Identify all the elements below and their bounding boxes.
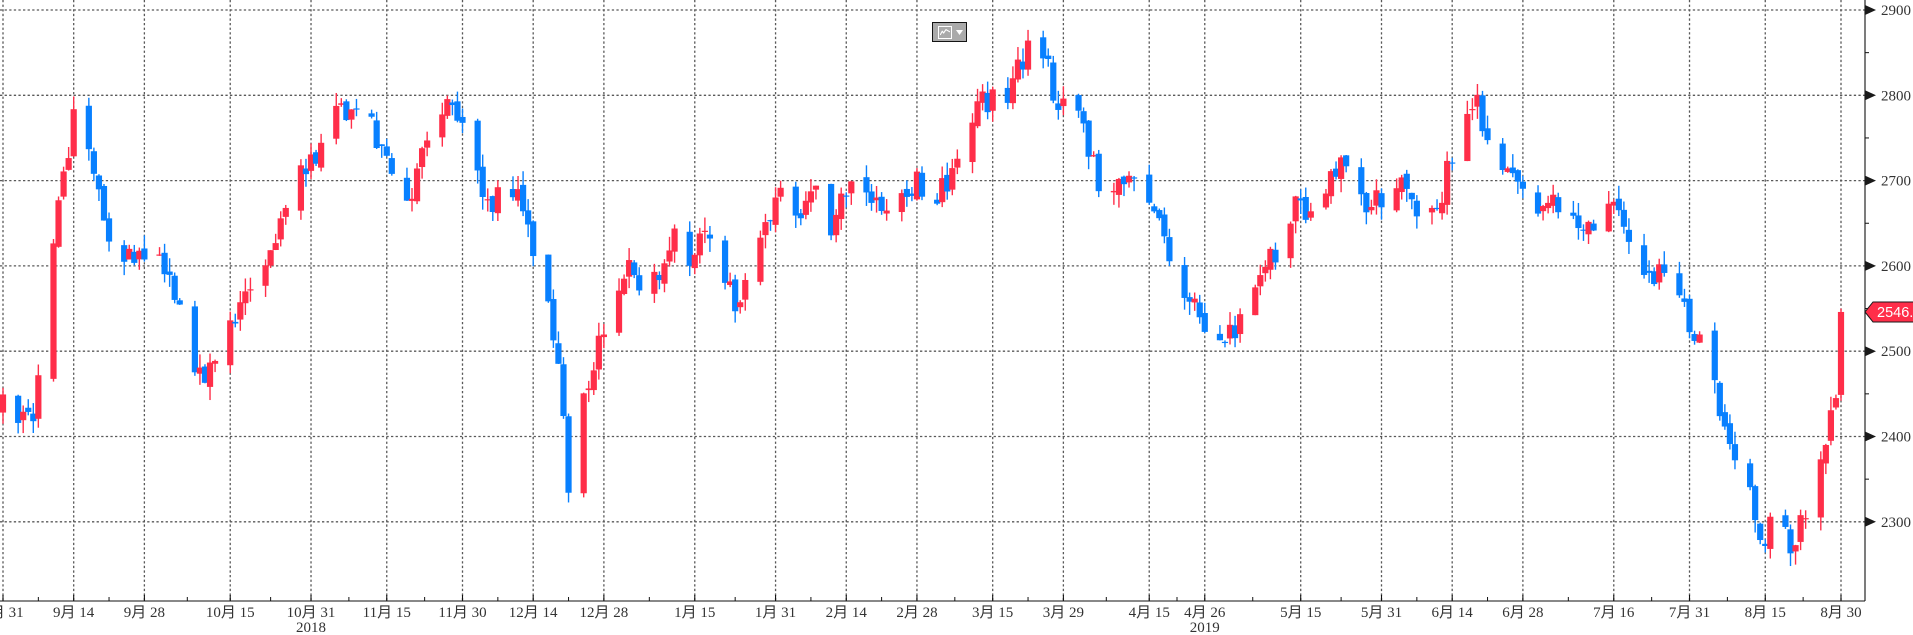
svg-text:2800: 2800: [1881, 88, 1911, 104]
svg-text:2019: 2019: [1190, 620, 1220, 635]
svg-text:5月 31: 5月 31: [1361, 605, 1402, 621]
svg-text:2900: 2900: [1881, 3, 1911, 19]
svg-text:8月 31: 8月 31: [0, 605, 24, 621]
svg-text:7月 16: 7月 16: [1593, 605, 1635, 621]
svg-text:4月 15: 4月 15: [1129, 605, 1170, 621]
svg-text:7月 31: 7月 31: [1669, 605, 1710, 621]
svg-text:2700: 2700: [1881, 174, 1911, 190]
svg-text:2月 14: 2月 14: [826, 605, 868, 621]
svg-text:8月 30: 8月 30: [1820, 605, 1861, 621]
svg-text:11月 15: 11月 15: [363, 605, 411, 621]
svg-text:9月 28: 9月 28: [124, 605, 165, 621]
svg-text:10月 31: 10月 31: [287, 605, 336, 621]
svg-text:8月 15: 8月 15: [1745, 605, 1786, 621]
svg-text:1月 15: 1月 15: [674, 605, 715, 621]
svg-text:2月 28: 2月 28: [896, 605, 937, 621]
svg-text:6月 28: 6月 28: [1502, 605, 1543, 621]
svg-text:2300: 2300: [1881, 515, 1911, 531]
svg-text:9月 14: 9月 14: [53, 605, 95, 621]
svg-text:12月 28: 12月 28: [580, 605, 629, 621]
svg-text:6月 14: 6月 14: [1432, 605, 1474, 621]
svg-text:2546.0: 2546.0: [1877, 305, 1913, 321]
svg-text:2600: 2600: [1881, 259, 1911, 275]
svg-text:10月 15: 10月 15: [206, 605, 255, 621]
svg-text:3月 15: 3月 15: [972, 605, 1013, 621]
svg-text:11月 30: 11月 30: [438, 605, 486, 621]
svg-text:2018: 2018: [296, 620, 326, 635]
svg-text:3月 29: 3月 29: [1043, 605, 1084, 621]
svg-text:1月 31: 1月 31: [755, 605, 796, 621]
svg-text:4月 26: 4月 26: [1184, 605, 1226, 621]
svg-text:5月 15: 5月 15: [1280, 605, 1321, 621]
svg-text:12月 14: 12月 14: [509, 605, 558, 621]
svg-text:2500: 2500: [1881, 344, 1911, 360]
svg-text:2400: 2400: [1881, 430, 1911, 446]
